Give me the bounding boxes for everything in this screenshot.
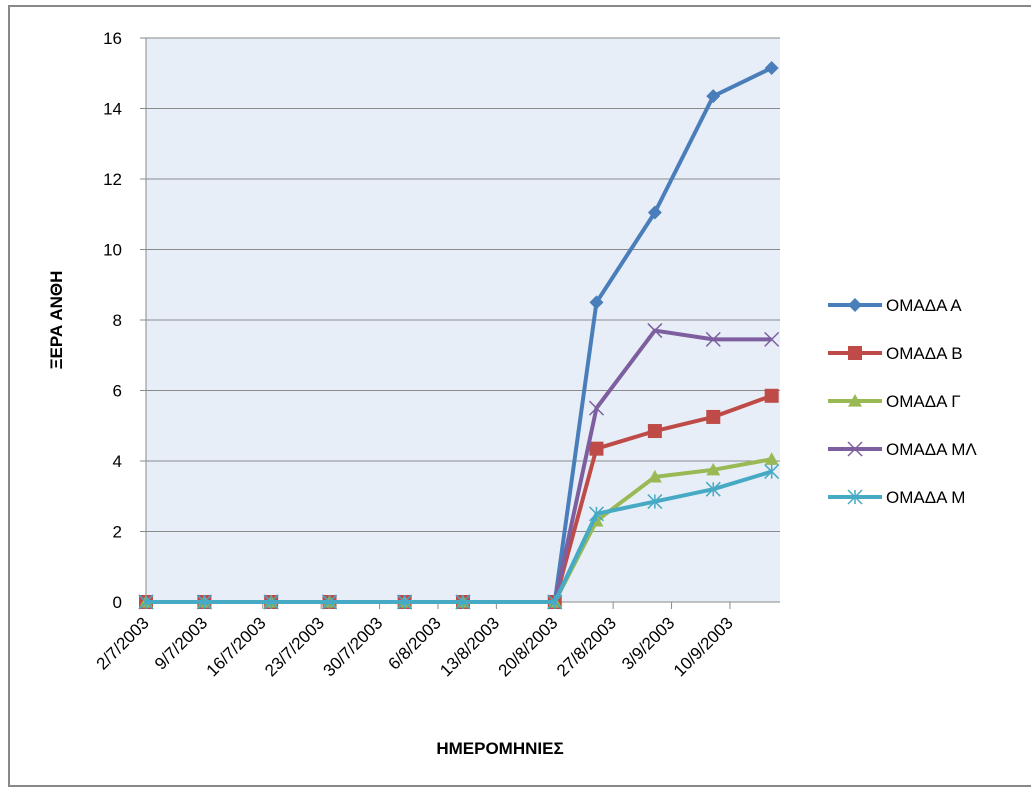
marker [455,594,471,610]
y-tick-label: 4 [113,452,122,471]
y-tick-label: 8 [113,311,122,330]
marker [847,489,863,505]
marker [764,452,779,465]
marker [321,594,338,610]
marker [848,394,862,407]
y-tick-label: 10 [103,241,122,260]
marker [647,494,663,510]
x-axis-title: ΗΜΕΡΟΜΗΝΙΕΣ [436,739,563,758]
y-tick-label: 12 [103,170,122,189]
marker [196,594,212,610]
marker [764,388,779,403]
marker [138,594,154,610]
marker [764,464,780,480]
marker [706,409,721,424]
y-axis-title: ΞΕΡΑ ΑΝΘΗ [47,271,66,370]
marker [705,331,721,347]
marker [764,60,779,75]
legend-label: ΟΜΑΔΑ Γ [886,392,961,411]
marker [847,441,863,457]
marker [647,205,662,220]
marker [848,346,862,360]
marker [647,323,663,339]
marker [848,298,862,312]
y-tick-label: 14 [103,100,122,119]
y-tick-label: 0 [113,593,122,612]
marker [263,594,279,610]
legend-item: ΟΜΑΔΑ Γ [828,392,961,411]
legend-label: ΟΜΑΔΑ Α [886,296,962,315]
legend-label: ΟΜΑΔΑ ΜΛ [886,440,977,459]
legend-item: ΟΜΑΔΑ Β [828,344,963,363]
marker [647,469,662,483]
legend-item: ΟΜΑΔΑ ΜΛ [828,440,977,459]
legend-item: ΟΜΑΔΑ Α [828,296,962,315]
marker [589,441,604,456]
marker [588,400,605,416]
marker [397,594,413,610]
marker [705,481,721,497]
legend-label: ΟΜΑΔΑ Β [886,344,963,363]
legend-item: ΟΜΑΔΑ Μ [828,488,965,507]
marker [764,331,780,347]
marker [589,295,604,310]
marker [547,594,563,610]
marker [647,424,662,439]
marker [706,89,721,104]
marker [706,462,721,476]
y-tick-label: 2 [113,523,122,542]
y-tick-label: 6 [113,382,122,401]
legend-label: ΟΜΑΔΑ Μ [886,488,965,507]
y-tick-label: 16 [103,29,122,48]
marker [588,506,605,522]
